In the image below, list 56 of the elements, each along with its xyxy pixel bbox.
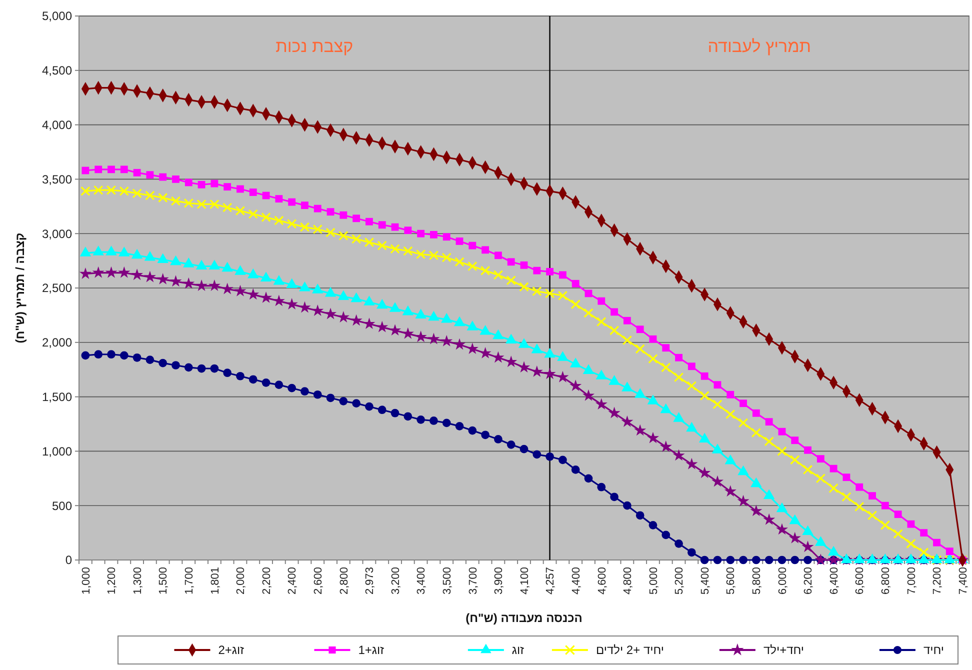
- y-tick-label: 4,500: [42, 64, 72, 78]
- x-tick-label: 6,200: [802, 567, 815, 595]
- y-tick-label: 0: [65, 553, 72, 568]
- x-tick-label: 1,300: [132, 567, 144, 595]
- x-tick-label: 2,000: [235, 567, 248, 595]
- legend-label: זוג+1: [358, 643, 384, 658]
- y-tick-label: 1,000: [42, 444, 72, 458]
- y-tick-label: 500: [52, 498, 72, 513]
- x-tick-label: 3,200: [390, 567, 402, 595]
- x-tick-label: 2,400: [286, 567, 299, 595]
- annotation: קצבת נכות: [276, 37, 354, 56]
- x-tick-label: 4,600: [596, 567, 608, 595]
- x-tick-label: 1,801: [209, 567, 222, 595]
- y-tick-label: 3,000: [42, 226, 72, 241]
- x-tick-label: 4,257: [544, 567, 557, 595]
- x-tick-label: 1,500: [158, 567, 170, 595]
- x-tick-label: 5,000: [648, 567, 660, 595]
- x-tick-label: 5,600: [725, 567, 738, 595]
- y-tick-label: 4,000: [42, 118, 72, 132]
- legend-label: יחיד +2 ילדים: [596, 643, 664, 658]
- y-tick-label: 1,500: [42, 390, 72, 404]
- x-tick-label: 2,973: [364, 567, 376, 595]
- x-tick-label: 7,000: [906, 567, 918, 595]
- x-tick-label: 3,400: [416, 567, 428, 595]
- x-tick-label: 7,200: [932, 567, 944, 595]
- x-tick-label: 2,800: [338, 567, 350, 595]
- x-tick-label: 1,000: [80, 567, 92, 595]
- x-tick-label: 6,400: [828, 567, 840, 595]
- x-tick-label: 5,200: [674, 567, 686, 595]
- legend-label: יחד+ילד: [763, 643, 804, 658]
- y-tick-label: 3,500: [42, 172, 72, 186]
- legend-label: זוג+2: [218, 643, 244, 658]
- y-tick-label: 2,500: [42, 281, 72, 296]
- x-tick-label: 2,600: [312, 567, 324, 595]
- x-tick-label: 7,400: [957, 567, 970, 595]
- legend-label: זוג: [512, 643, 524, 658]
- x-tick-label: 5,400: [699, 567, 712, 595]
- x-tick-label: 4,800: [622, 567, 634, 595]
- x-tick-label: 3,700: [467, 567, 480, 595]
- x-tick-label: 5,800: [751, 567, 764, 595]
- x-axis-title: הכנסה מעבודה (ש"ח): [466, 611, 582, 625]
- x-tick-label: 6,800: [880, 567, 892, 595]
- legend-label: יחיד: [923, 643, 944, 658]
- x-tick-label: 2,200: [260, 567, 273, 595]
- annotation: תמריץ לעבודה: [708, 37, 812, 56]
- x-tick-label: 1,200: [106, 567, 118, 595]
- y-tick-label: 5,000: [42, 9, 72, 24]
- x-tick-label: 4,400: [570, 567, 582, 595]
- x-tick-label: 4,100: [518, 567, 531, 595]
- x-tick-label: 6,600: [854, 567, 866, 595]
- y-tick-label: 2,000: [42, 336, 72, 350]
- x-tick-label: 1,700: [183, 567, 196, 595]
- x-tick-label: 3,500: [441, 567, 454, 595]
- x-tick-label: 3,900: [493, 567, 506, 595]
- y-axis-title: קצבה / תמריץ (ש"ח): [13, 232, 27, 344]
- x-tick-label: 6,000: [776, 567, 789, 595]
